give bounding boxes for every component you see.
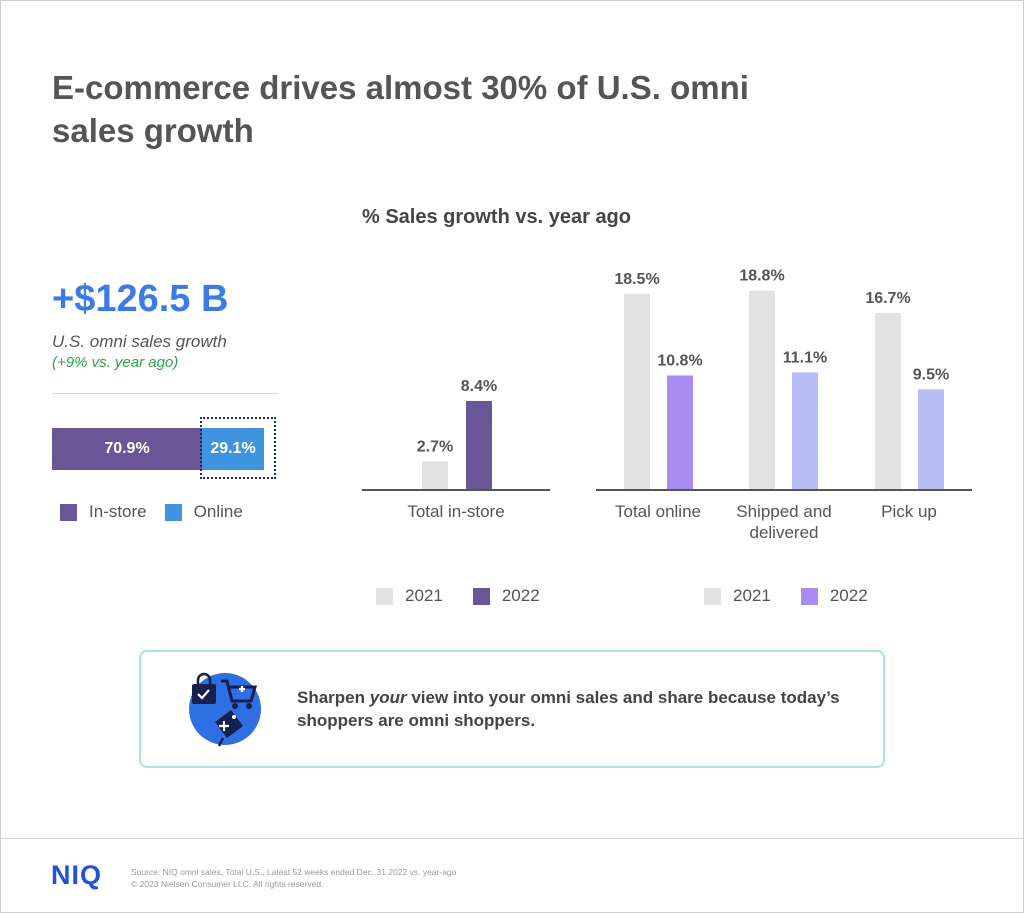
legend-label-2021: 2021: [405, 586, 443, 605]
category-label: Shipped and: [736, 502, 831, 521]
category-label: Total online: [615, 502, 701, 521]
legend-item-instore: In-store: [60, 502, 147, 522]
legend-label-online: Online: [193, 502, 243, 521]
category-label: Pick up: [881, 502, 937, 521]
callout-text: Sharpen your view into your omni sales a…: [297, 686, 857, 732]
source-line-1: Source: NIQ omni sales, Total U.S., Late…: [131, 867, 457, 877]
split-segment-online: 29.1%: [202, 428, 264, 470]
data-label: 16.7%: [865, 290, 910, 307]
callout-text-emphasis: your: [369, 688, 407, 707]
title-line-1: E-commerce drives almost 30% of U.S. omn…: [52, 69, 749, 106]
legend-item-2022: 2022: [800, 586, 868, 606]
legend-swatch-2021: [376, 587, 393, 605]
kpi-value: +$126.5 B: [52, 278, 229, 320]
data-label: 10.8%: [657, 353, 702, 370]
data-label: 11.1%: [783, 349, 827, 366]
legend-item-2021: 2021: [704, 586, 771, 606]
legend-instore-years: 2021 2022: [376, 586, 570, 606]
callout-text-post: view into your omni sales and share beca…: [297, 688, 840, 730]
data-label: 9.5%: [913, 366, 949, 383]
bar-2022-1: [792, 372, 818, 490]
legend-swatch-2022: [472, 587, 490, 605]
split-bar: 70.9% 29.1%: [52, 428, 264, 470]
split-label-online: 29.1%: [210, 440, 256, 457]
bar-2021-1: [749, 290, 775, 490]
source-note: Source: NIQ omni sales, Total U.S., Late…: [131, 866, 456, 890]
bar-2022-0: [667, 375, 693, 490]
page-title: E-commerce drives almost 30% of U.S. omn…: [52, 66, 812, 152]
legend-label-2022: 2022: [829, 586, 868, 605]
data-label: 2.7%: [417, 438, 453, 455]
data-label: 8.4%: [461, 378, 497, 395]
data-label: 18.5%: [614, 271, 659, 288]
bar-chart: 2.7% 8.4% Total in-store 18.5% 10.8% Total on…: [362, 268, 972, 542]
bar-2021-0: [422, 461, 448, 490]
bar-2021-0: [624, 293, 650, 490]
legend-item-2021: 2021: [376, 586, 443, 606]
data-label: 18.8%: [739, 268, 784, 285]
split-label-instore: 70.9%: [104, 440, 150, 457]
legend-label-2021: 2021: [733, 586, 771, 605]
legend-swatch-online: [164, 503, 182, 521]
split-legend: In-store Online: [60, 502, 261, 522]
legend-swatch-instore: [60, 503, 77, 521]
omni-shopping-icon: [189, 672, 261, 747]
kpi-label: U.S. omni sales growth: [52, 332, 227, 351]
legend-swatch-2022: [800, 587, 818, 605]
category-label: Total in-store: [407, 502, 504, 521]
legend-online-years: 2021 2022: [704, 586, 898, 606]
callout-text-pre: Sharpen: [297, 688, 370, 707]
title-line-2: sales growth: [52, 112, 254, 149]
legend-item-online: Online: [164, 502, 243, 522]
legend-item-2022: 2022: [472, 586, 540, 606]
category-label: delivered: [750, 523, 819, 542]
source-line-2: © 2023 Nielsen Consumer LLC. All rights …: [131, 879, 324, 889]
divider: [52, 393, 278, 394]
bar-2021-2: [875, 312, 901, 490]
bar-2022-0: [466, 400, 492, 490]
bar-2022-2: [918, 389, 944, 490]
footer-divider: [0, 838, 1024, 839]
online-highlight-outline: [200, 417, 276, 479]
kpi-sublabel: (+9% vs. year ago): [52, 354, 179, 371]
split-segment-instore: 70.9%: [52, 428, 202, 470]
legend-swatch-2021: [704, 587, 721, 605]
legend-label-2022: 2022: [501, 586, 540, 605]
niq-logo: NIQ: [51, 860, 103, 890]
legend-label-instore: In-store: [89, 502, 147, 521]
chart-subtitle: % Sales growth vs. year ago: [362, 206, 631, 228]
callout-box: Sharpen your view into your omni sales a…: [139, 650, 885, 768]
